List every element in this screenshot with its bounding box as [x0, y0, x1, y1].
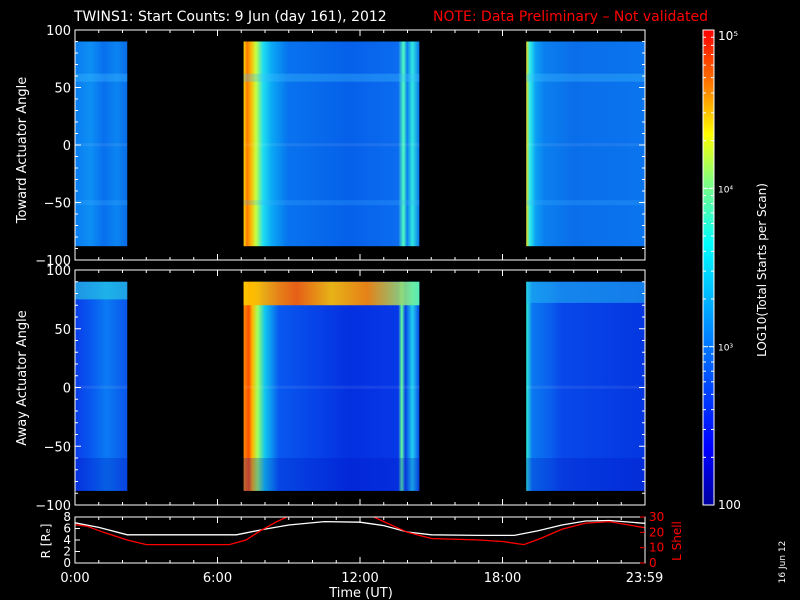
y-tick-label-right: 30 — [649, 510, 664, 524]
y-tick-label: −100 — [35, 499, 71, 514]
angle-band-60 — [75, 73, 128, 82]
zero-angle-band — [75, 385, 128, 389]
y-axis-label-bottom-right: L Shell — [670, 521, 684, 561]
y-tick-label-left: 6 — [63, 522, 71, 536]
angle-band-60 — [243, 73, 420, 82]
away-actuator-panel: 100 50 0 −50 −100 — [35, 264, 646, 514]
x-tick-label: 12:00 — [341, 571, 378, 586]
high-angle-band — [526, 281, 645, 303]
colorbar-frame — [702, 29, 715, 506]
colorbar-gradient — [703, 30, 714, 505]
radius-series-line — [75, 519, 645, 537]
heatmap-block-3 — [526, 281, 645, 491]
low-angle-shade — [243, 458, 420, 491]
preliminary-note: NOTE: Data Preliminary – Not validated — [433, 9, 708, 25]
colorbar-tick-label: 10⁴ — [718, 185, 733, 195]
chart-title: TWINS1: Start Counts: 9 Jun (day 161), 2… — [73, 9, 387, 25]
x-tick-label: 23:59 — [626, 571, 663, 586]
y-tick-label-left: 0 — [63, 556, 71, 570]
low-angle-shade — [75, 458, 128, 491]
y-tick-label: 50 — [54, 323, 71, 338]
zero-angle-band — [243, 385, 420, 389]
l-shell-series-line — [75, 517, 645, 546]
y-tick-label: 50 — [54, 82, 71, 97]
zero-angle-band — [526, 143, 645, 147]
orbit-lines — [75, 517, 645, 546]
y-tick-label: 100 — [46, 24, 71, 39]
y-tick-label-right: 10 — [649, 541, 664, 555]
y-tick-label-right: 0 — [649, 556, 657, 570]
colorbar-tick-label: 10³ — [718, 344, 733, 354]
plot-frame — [74, 516, 646, 564]
y-axis-label-bottom-left: R [Rₑ] — [39, 524, 53, 559]
y-tick-label: 0 — [63, 139, 71, 154]
toward-actuator-panel: 100 50 0 −50 −100 — [35, 24, 646, 269]
zero-angle-band — [526, 385, 645, 389]
high-angle-band — [75, 281, 128, 300]
heatmap-block-2 — [243, 41, 420, 247]
colorbar: 10⁵ 10⁴ 10³ 100 — [702, 29, 741, 512]
low-angle-shade — [526, 458, 645, 491]
zero-angle-band — [75, 143, 128, 147]
angle-band-neg50 — [526, 200, 645, 206]
colorbar-label: LOG10(Total Starts per Scan) — [755, 183, 769, 357]
heatmap-block-3 — [526, 41, 645, 247]
heatmap-block-1 — [75, 41, 128, 247]
y-tick-label-left: 8 — [63, 510, 71, 524]
angle-band-neg50 — [75, 200, 128, 206]
colorbar-tick-label: 10⁵ — [718, 29, 738, 43]
y-tick-label: 0 — [63, 382, 71, 397]
x-tick-label: 0:00 — [60, 571, 89, 586]
heatmap-block-2 — [243, 281, 420, 491]
x-tick-label: 18:00 — [484, 571, 521, 586]
y-tick-label: −50 — [44, 440, 71, 455]
y-axis-label-top: Toward Actuator Angle — [15, 77, 30, 224]
x-axis-label: Time (UT) — [328, 586, 393, 600]
x-tick-label: 6:00 — [203, 571, 232, 586]
y-tick-label-left: 4 — [63, 533, 71, 547]
y-tick-label: −100 — [35, 254, 71, 269]
y-tick-label: 100 — [46, 264, 71, 279]
colorbar-tick-label: 100 — [718, 498, 741, 512]
high-count-band — [243, 281, 420, 306]
zero-angle-band — [243, 143, 420, 147]
heatmap-block-1 — [75, 281, 128, 491]
angle-band-60 — [526, 73, 645, 82]
side-date: 16 Jun 12 — [778, 541, 788, 584]
y-axis-label-middle: Away Actuator Angle — [15, 310, 30, 445]
angle-band-neg50 — [243, 200, 420, 206]
y-tick-label: −50 — [44, 197, 71, 212]
y-tick-label-left: 2 — [63, 545, 71, 559]
y-tick-label-right: 20 — [649, 525, 664, 539]
